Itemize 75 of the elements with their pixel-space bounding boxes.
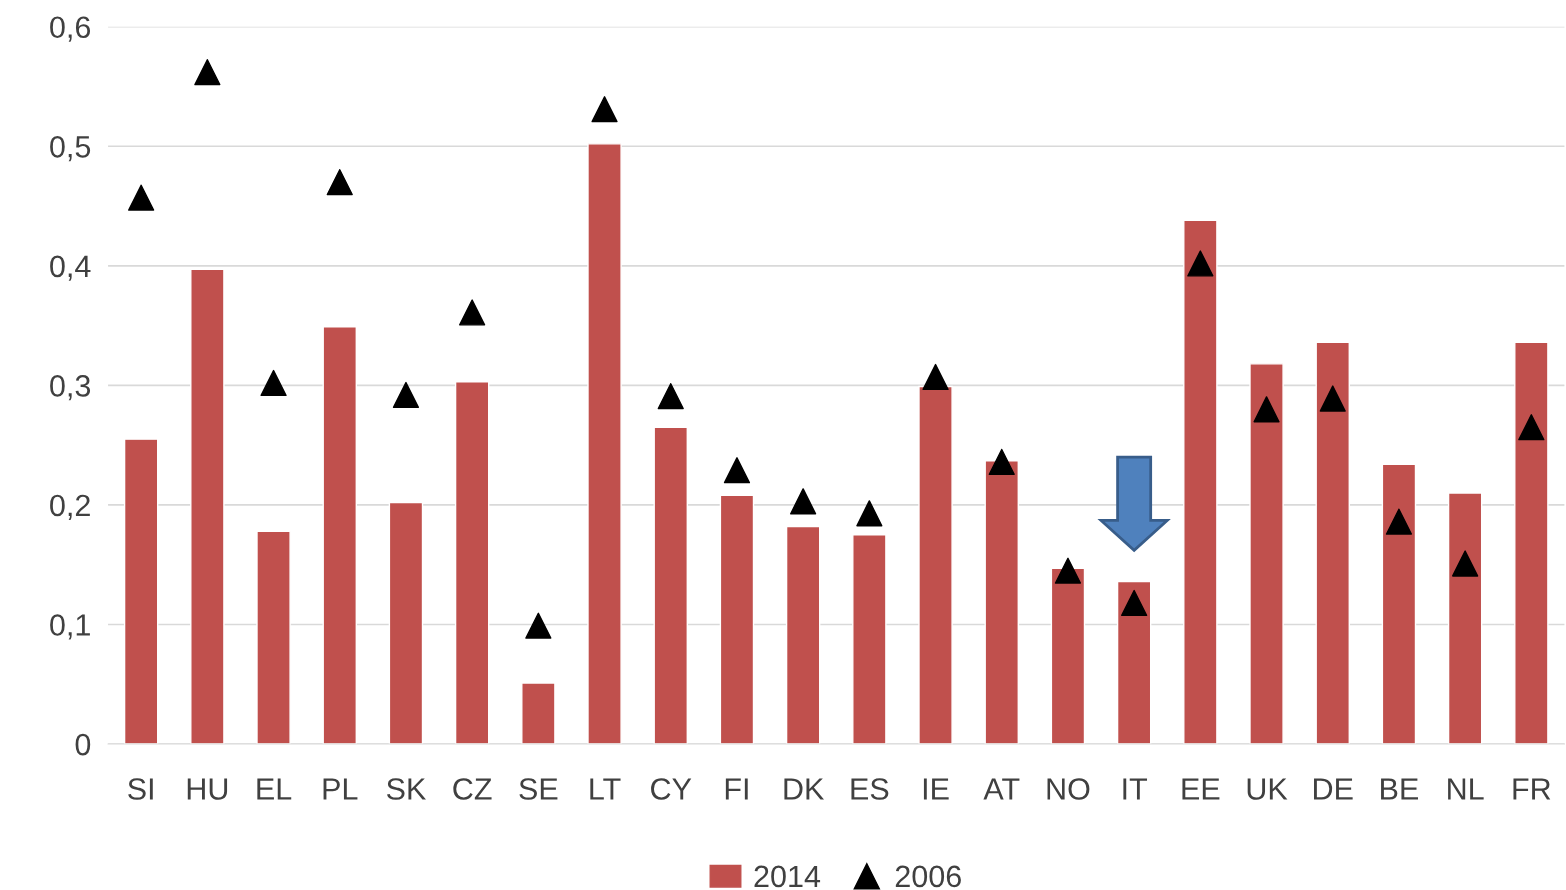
bar xyxy=(1447,492,1483,745)
bar xyxy=(521,682,556,745)
point xyxy=(326,169,353,196)
x-tick-label: CZ xyxy=(453,778,492,800)
x-tick-label: CY xyxy=(651,778,692,800)
point xyxy=(988,448,1015,476)
point xyxy=(1121,589,1148,617)
legend-label: 2006 xyxy=(895,865,961,888)
x-tick-label: BE xyxy=(1381,778,1418,800)
y-tick-label: 0,4 xyxy=(50,255,91,281)
bar xyxy=(918,385,953,745)
point xyxy=(1054,557,1082,584)
y-tick-label: 0,1 xyxy=(50,614,90,640)
point xyxy=(591,96,618,123)
bar xyxy=(123,438,159,745)
bar xyxy=(190,268,225,745)
point xyxy=(392,381,420,409)
x-tick-label: SK xyxy=(386,778,426,800)
point xyxy=(1518,414,1545,441)
point xyxy=(1187,250,1214,277)
x-tick-label: DK xyxy=(784,778,825,800)
bar xyxy=(1183,219,1218,745)
point xyxy=(790,488,817,515)
x-tick-label: SE xyxy=(519,778,558,800)
point xyxy=(1385,508,1413,535)
y-tick-label: 0,6 xyxy=(50,16,91,42)
x-tick-label: IE xyxy=(923,778,949,800)
x-tick-label: ES xyxy=(851,778,889,800)
bar xyxy=(1116,580,1152,745)
point xyxy=(723,457,751,484)
x-tick-label: LT xyxy=(590,778,621,800)
point xyxy=(1452,550,1479,577)
x-tick-label: IT xyxy=(1123,778,1148,800)
point xyxy=(260,369,287,397)
x-tick-label: NL xyxy=(1448,778,1484,800)
bar xyxy=(984,459,1019,745)
legend-label: 2014 xyxy=(754,865,821,888)
x-tick-label: FR xyxy=(1513,778,1551,800)
bar xyxy=(388,501,424,745)
x-tick-label: AT xyxy=(983,778,1020,800)
point xyxy=(194,59,221,86)
x-tick-label: EE xyxy=(1182,778,1220,800)
bar xyxy=(1315,341,1350,745)
y-tick-label: 0,3 xyxy=(50,375,91,401)
bar xyxy=(785,525,821,745)
point xyxy=(1253,396,1280,423)
x-tick-label: NO xyxy=(1047,778,1090,800)
x-tick-label: EL xyxy=(257,778,292,800)
x-tick-label: SI xyxy=(128,778,153,800)
point xyxy=(128,184,155,211)
bar xyxy=(322,326,357,745)
bar xyxy=(1381,463,1417,745)
bar xyxy=(1050,567,1086,745)
bar xyxy=(653,426,688,745)
x-tick-label: UK xyxy=(1247,778,1288,800)
bar xyxy=(256,530,291,745)
x-tick-label: PL xyxy=(323,778,358,800)
bar xyxy=(1514,341,1549,745)
bar xyxy=(1249,363,1284,745)
point xyxy=(856,500,883,527)
point xyxy=(525,612,552,639)
point xyxy=(459,299,486,326)
x-tick-label: FI xyxy=(725,778,748,800)
y-tick-label: 0,5 xyxy=(50,135,91,162)
x-tick-label: HU xyxy=(187,778,228,800)
x-tick-label: DE xyxy=(1314,778,1353,800)
point xyxy=(657,383,684,410)
bar xyxy=(454,381,490,745)
bar xyxy=(852,534,887,745)
point xyxy=(922,363,949,391)
y-tick-label: 0 xyxy=(75,733,91,756)
bar xyxy=(587,143,622,745)
y-tick-label: 0,2 xyxy=(50,494,90,520)
bar xyxy=(719,494,755,745)
point xyxy=(1319,385,1346,412)
